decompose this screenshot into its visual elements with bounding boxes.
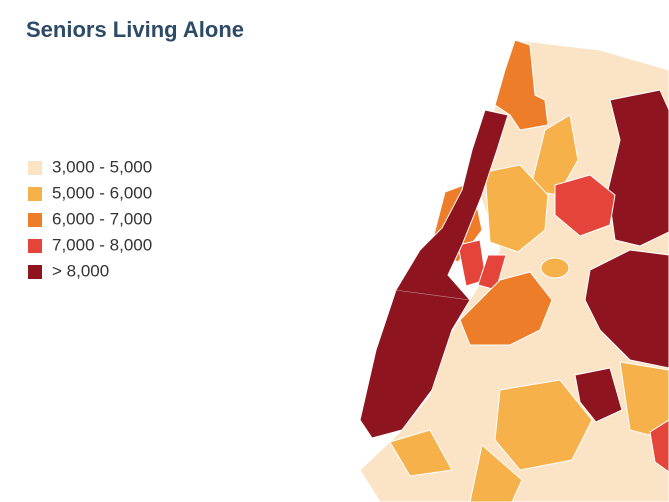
region [459,271,553,346]
legend-label: 5,000 - 6,000 [52,183,152,202]
legend-swatch [28,187,42,201]
legend-label: > 8,000 [52,261,109,280]
legend-label: 7,000 - 8,000 [52,235,152,254]
legend-swatch [28,265,42,279]
region [469,444,523,502]
region [649,419,669,473]
region [494,379,593,471]
region [540,257,570,279]
legend-swatch [28,239,42,253]
region [484,164,549,253]
legend: 3,000 - 5,000 5,000 - 6,000 6,000 - 7,000 7… [28,157,152,280]
legend-label: 6,000 - 7,000 [52,209,152,228]
map [359,39,669,502]
region [584,249,669,369]
region [359,109,509,439]
boundary [394,289,471,301]
region [607,89,669,247]
legend-label: 3,000 - 5,000 [52,157,152,176]
region [389,429,453,477]
region [494,39,549,131]
region [619,361,669,441]
region [574,367,623,423]
legend-swatch [28,161,42,175]
legend-swatch [28,213,42,227]
region [554,174,616,237]
title: Seniors Living Alone [26,17,244,42]
